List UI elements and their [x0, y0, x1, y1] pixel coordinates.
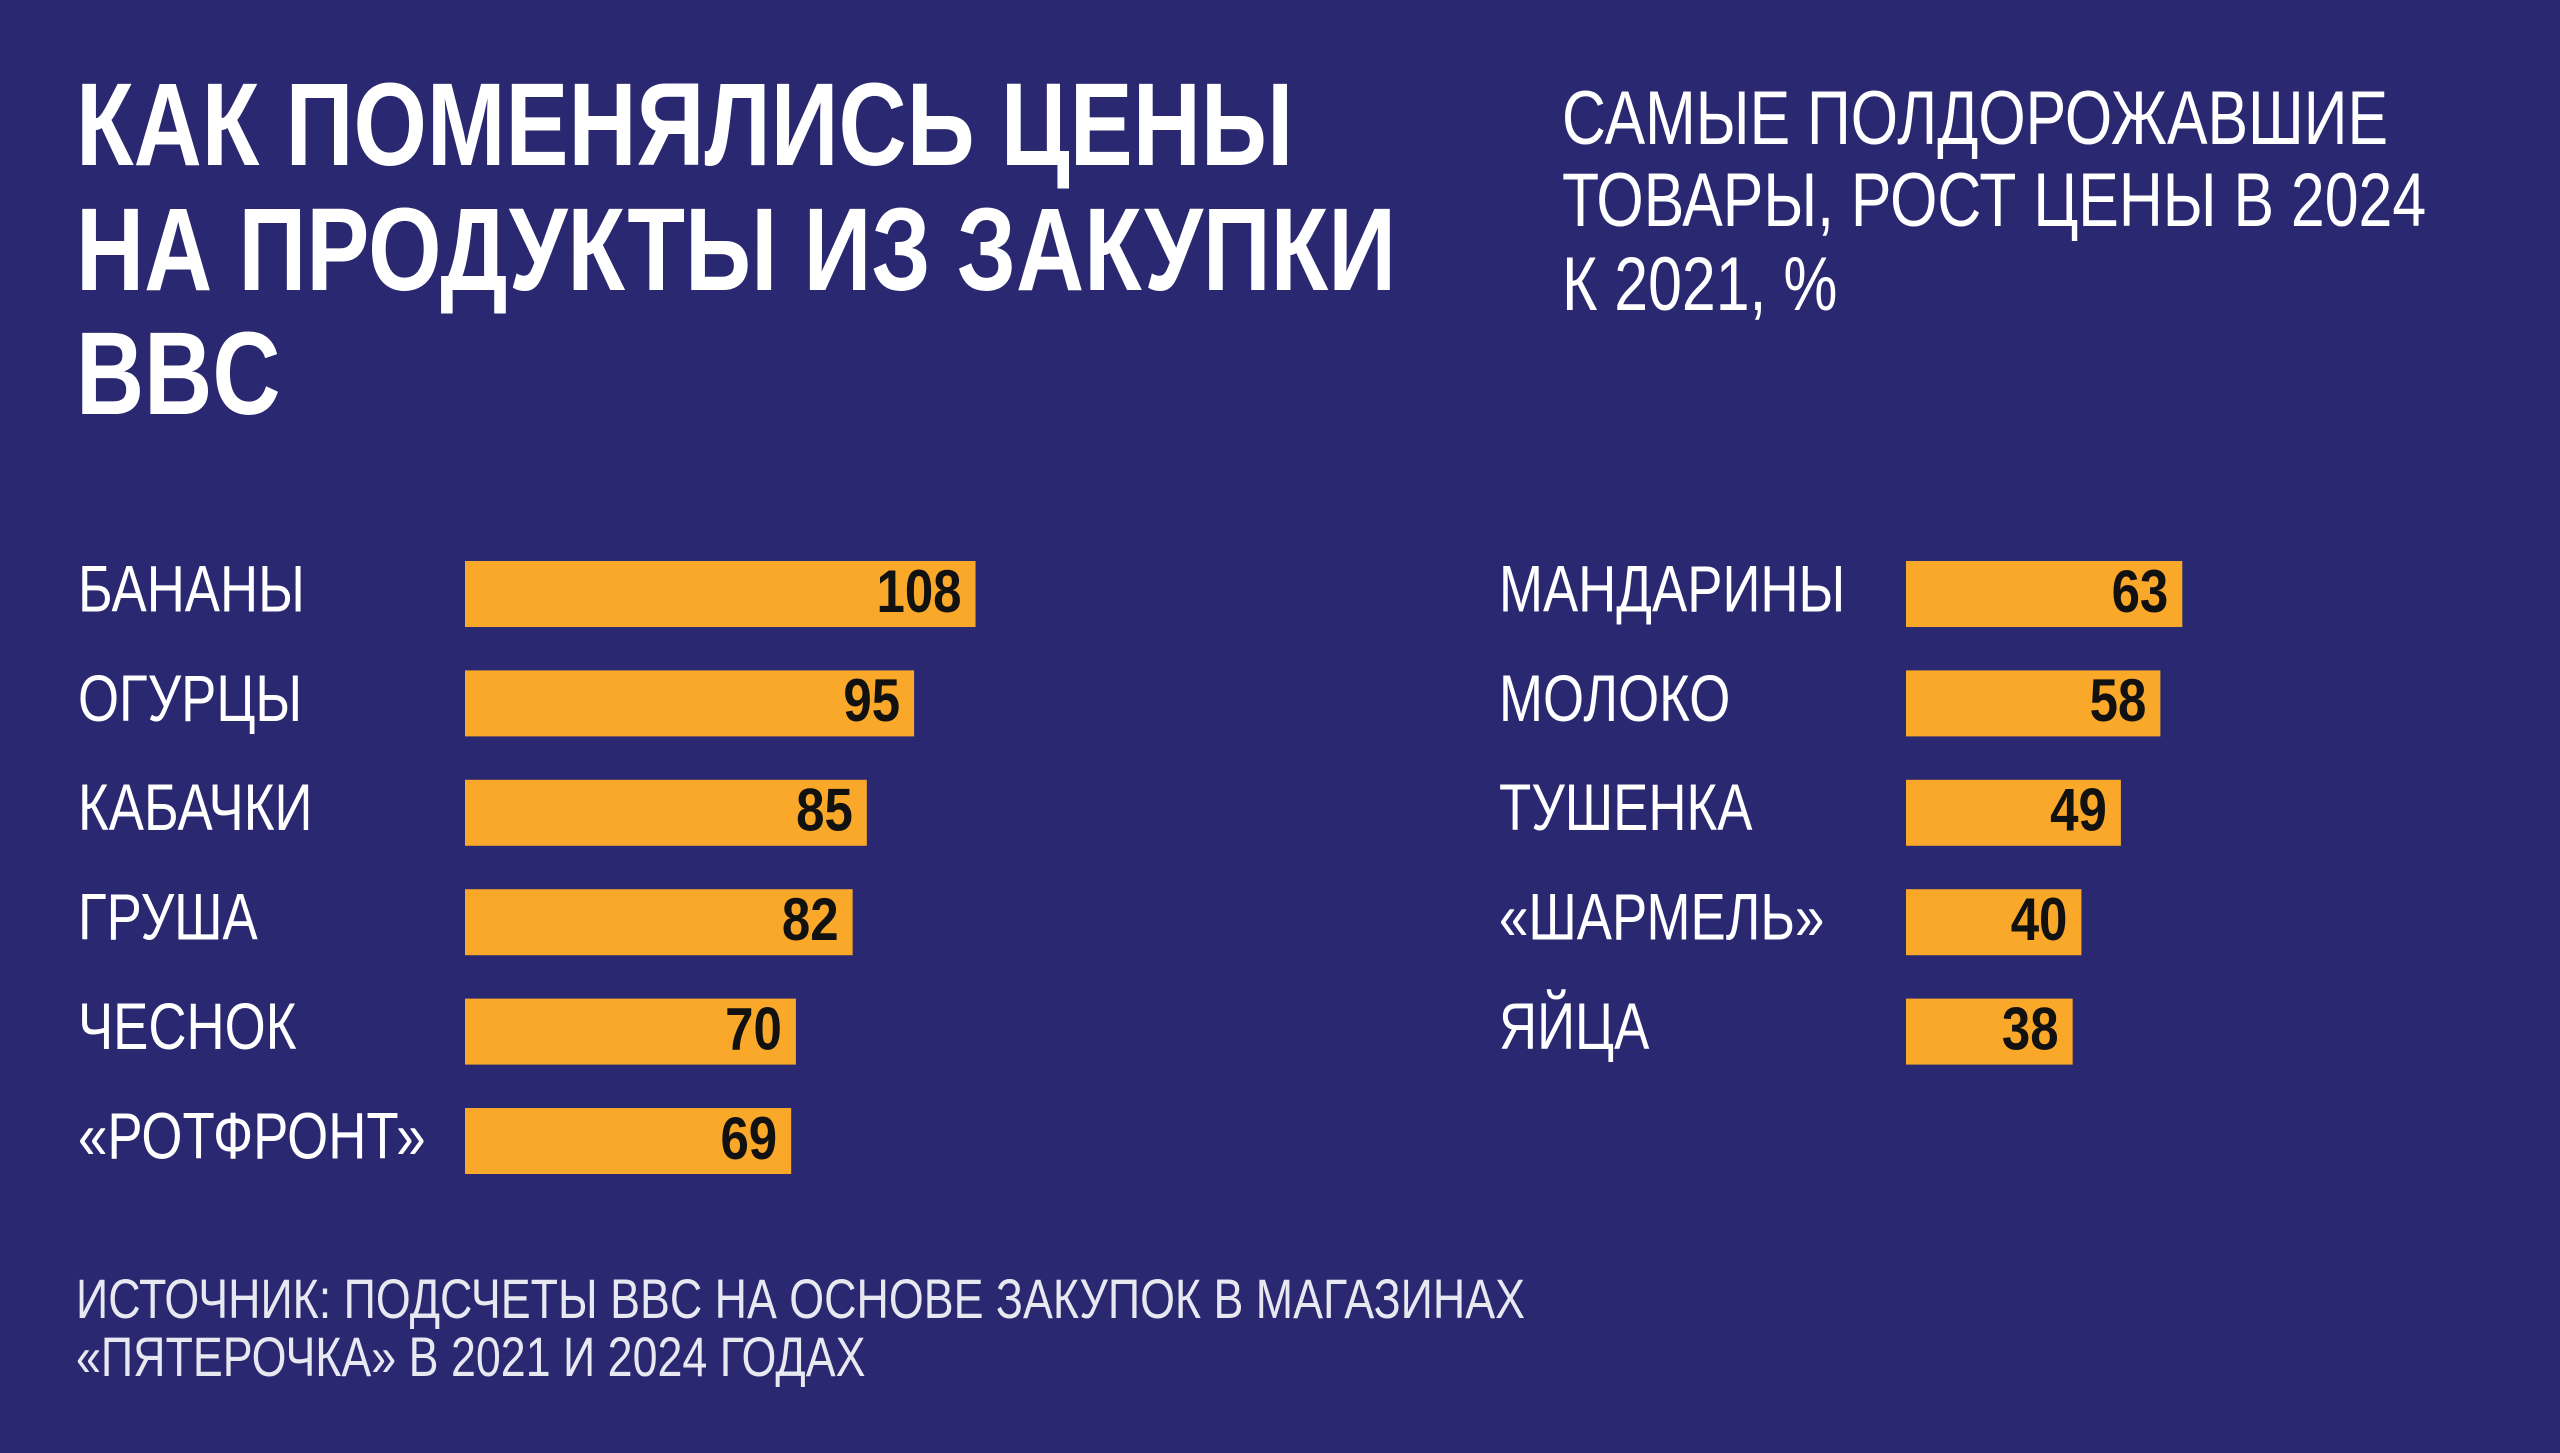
subtitle-line: К 2021, % [1562, 242, 1837, 327]
category-label: КАБАЧКИ [78, 771, 312, 845]
category-label: МАНДАРИНЫ [1499, 552, 1845, 626]
value-label: 38 [2002, 996, 2059, 1063]
bar [1906, 998, 2073, 1065]
value-label: 40 [2011, 886, 2068, 953]
title-line: BBC [76, 307, 281, 440]
subtitle-line: САМЫЕ ПОЛДОРОЖАВШИЕ [1562, 76, 2388, 161]
value-label: 63 [2112, 558, 2169, 625]
value-label: 58 [2090, 667, 2147, 734]
value-label: 49 [2050, 777, 2107, 844]
source-line: «ПЯТЕРОЧКА» В 2021 И 2024 ГОДАХ [76, 1325, 865, 1388]
title-line: КАК ПОМЕНЯЛИСЬ ЦЕНЫ [76, 58, 1293, 191]
bar [465, 779, 867, 846]
value-label: 82 [782, 886, 839, 953]
category-label: ОГУРЦЫ [78, 661, 302, 735]
value-label: 70 [725, 996, 782, 1063]
bar [465, 670, 915, 737]
bar [1906, 779, 2121, 846]
category-label: ГРУША [78, 880, 258, 954]
category-label: «РОТФРОНТ» [78, 1099, 426, 1173]
category-label: ЧЕСНОК [78, 989, 297, 1063]
category-label: «ШАРМЕЛЬ» [1499, 880, 1824, 954]
bar [465, 998, 796, 1065]
bar [465, 889, 853, 956]
category-label: МОЛОКО [1499, 661, 1730, 735]
title-line: НА ПРОДУКТЫ ИЗ ЗАКУПКИ [76, 183, 1396, 316]
source-line: ИСТОЧНИК: ПОДСЧЕТЫ BBC НА ОСНОВЕ ЗАКУПОК… [76, 1267, 1525, 1330]
value-label: 95 [843, 667, 900, 734]
category-label: БАНАНЫ [78, 552, 305, 626]
category-label: ЯЙЦА [1499, 989, 1649, 1063]
bar [1906, 889, 2082, 956]
bar [1906, 561, 2183, 627]
bar [465, 1108, 792, 1174]
category-label: ТУШЕНКА [1499, 771, 1753, 845]
value-label: 108 [876, 558, 961, 625]
bar [1906, 670, 2161, 737]
bar [465, 561, 976, 627]
value-label: 85 [796, 777, 853, 844]
value-label: 69 [720, 1105, 777, 1172]
subtitle-line: ТОВАРЫ, РОСТ ЦЕНЫ В 2024 [1562, 158, 2426, 243]
